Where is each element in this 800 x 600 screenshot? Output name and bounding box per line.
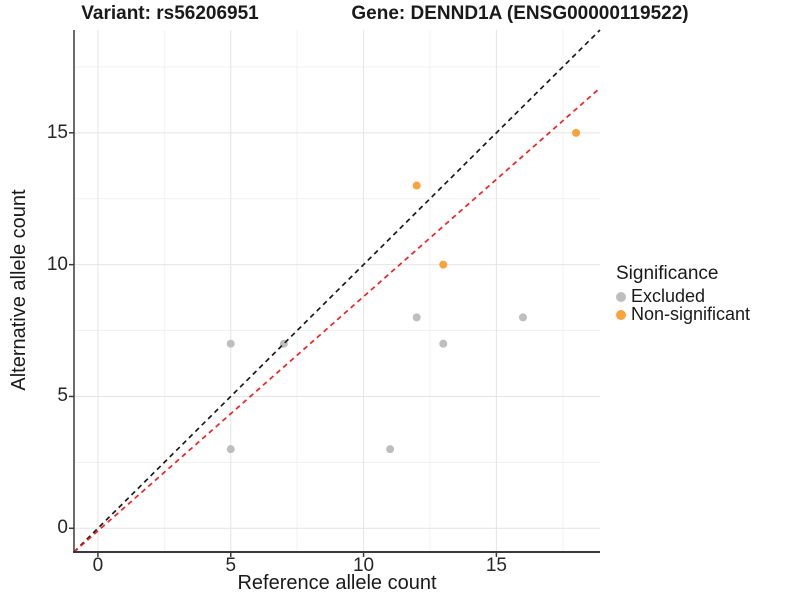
- legend-item-label: Excluded: [631, 286, 706, 306]
- plot-title-gene: Gene: DENND1A (ENSG00000119522): [351, 3, 689, 24]
- legend-item-label: Non-significant: [631, 304, 751, 324]
- data-point-excluded: [439, 339, 448, 348]
- plot-title-variant: Variant: rs56206951: [81, 3, 259, 24]
- y-tick-label: 0: [57, 517, 68, 539]
- y-axis-title: Alternative allele count: [8, 189, 30, 391]
- legend-dot-icon: [616, 291, 626, 302]
- data-point-non-significant: [572, 128, 581, 137]
- y-tick-label: 5: [57, 385, 68, 407]
- legend-item-excluded: Excluded: [616, 286, 750, 306]
- y-tick-label: 10: [46, 253, 68, 275]
- data-point-excluded: [226, 445, 235, 454]
- data-point-excluded: [386, 445, 395, 454]
- data-point-non-significant: [412, 181, 421, 190]
- legend-items: Excluded Non-significant: [616, 286, 751, 324]
- x-tick-label: 0: [92, 555, 104, 576]
- data-point-non-significant: [439, 260, 448, 269]
- x-tick-label: 10: [352, 555, 375, 576]
- x-axis-title: Reference allele count: [237, 572, 437, 594]
- x-tick-label: 15: [485, 555, 507, 576]
- data-point-excluded: [518, 313, 527, 322]
- x-tick-label: 5: [225, 555, 237, 576]
- legend-dot-icon: [616, 309, 626, 320]
- legend: Significance Excluded Non-significant: [616, 263, 750, 324]
- identity-line: [73, 29, 601, 553]
- y-tick-label: 15: [46, 121, 68, 143]
- data-point-excluded: [226, 339, 235, 348]
- legend-title: Significance: [616, 263, 719, 284]
- data-point-excluded: [412, 313, 421, 322]
- legend-item-non-significant: Non-significant: [616, 304, 751, 324]
